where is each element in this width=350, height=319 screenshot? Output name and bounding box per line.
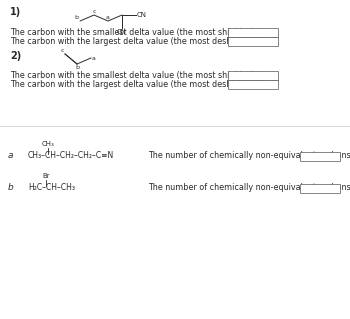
FancyBboxPatch shape <box>228 28 278 37</box>
Text: 1): 1) <box>10 7 21 17</box>
Text: b: b <box>75 65 79 70</box>
Text: CH₃–CH–CH₂–CH₂–C≡N: CH₃–CH–CH₂–CH₂–C≡N <box>28 152 114 160</box>
FancyBboxPatch shape <box>300 183 340 192</box>
FancyBboxPatch shape <box>228 71 278 80</box>
Text: CN: CN <box>117 29 127 35</box>
Text: The carbon with the smallest delta value (the most shielded) is: The carbon with the smallest delta value… <box>10 71 264 80</box>
Text: H₂C–CH–CH₃: H₂C–CH–CH₃ <box>28 183 75 192</box>
Text: 2): 2) <box>10 51 21 61</box>
FancyBboxPatch shape <box>228 37 278 46</box>
Text: The carbon with the largest delta value (the most deshielded) is: The carbon with the largest delta value … <box>10 37 268 46</box>
FancyBboxPatch shape <box>300 152 340 160</box>
Text: The number of chemically non-equivalent carbons is: The number of chemically non-equivalent … <box>148 183 350 192</box>
Text: c: c <box>61 48 64 53</box>
Text: b: b <box>8 183 14 192</box>
Text: a: a <box>8 152 14 160</box>
Text: CH₃: CH₃ <box>42 141 54 147</box>
Text: The carbon with the smallest delta value (the most shielded) is: The carbon with the smallest delta value… <box>10 28 264 37</box>
Text: c: c <box>92 9 96 14</box>
Text: The number of chemically non-equivalent carbons is: The number of chemically non-equivalent … <box>148 152 350 160</box>
FancyBboxPatch shape <box>228 80 278 89</box>
Text: The carbon with the largest delta value (the most deshielded) is: The carbon with the largest delta value … <box>10 80 268 89</box>
Text: a: a <box>92 56 96 61</box>
Text: b: b <box>74 15 78 20</box>
Text: a: a <box>106 15 110 20</box>
Text: CN: CN <box>137 12 147 18</box>
Text: Br: Br <box>42 173 50 179</box>
